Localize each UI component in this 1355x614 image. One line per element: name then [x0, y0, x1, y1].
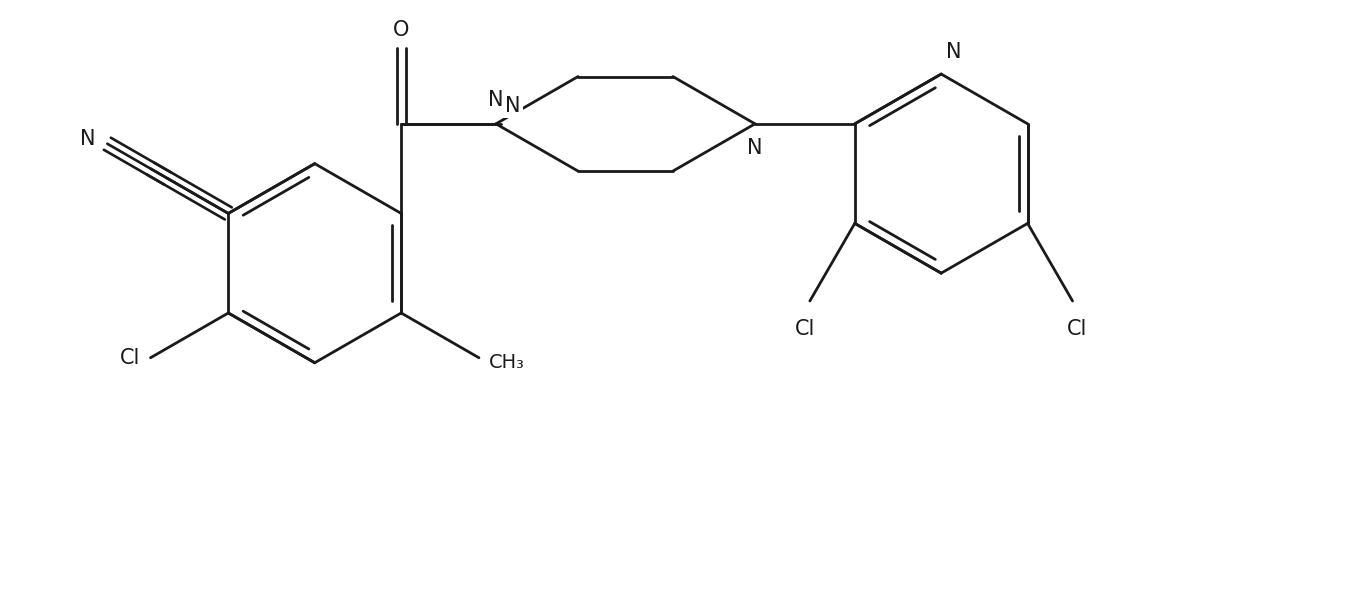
Text: N: N — [946, 42, 962, 62]
Text: Cl: Cl — [1068, 319, 1088, 339]
Text: N: N — [488, 90, 504, 110]
Text: O: O — [393, 20, 409, 40]
Text: N: N — [747, 138, 763, 158]
Text: N: N — [80, 129, 95, 149]
Text: Cl: Cl — [794, 319, 816, 339]
Text: N: N — [505, 96, 520, 116]
Text: CH₃: CH₃ — [489, 353, 524, 372]
Text: Cl: Cl — [121, 348, 141, 368]
